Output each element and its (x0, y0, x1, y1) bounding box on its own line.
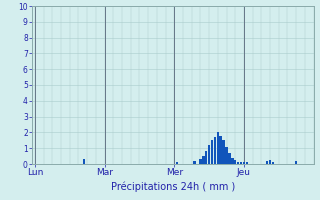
Bar (269, 160, 271, 164)
Bar (222, 140, 225, 164)
Bar (231, 158, 234, 164)
Bar (240, 162, 242, 164)
Bar (214, 137, 216, 164)
Bar (245, 162, 248, 164)
Bar (272, 162, 274, 164)
Bar (208, 145, 210, 164)
Bar (199, 159, 202, 164)
Bar (266, 161, 268, 164)
Bar (211, 140, 213, 164)
Bar (220, 136, 222, 164)
X-axis label: Précipitations 24h ( mm ): Précipitations 24h ( mm ) (111, 181, 235, 192)
Bar (228, 153, 231, 164)
Bar (243, 162, 245, 164)
Bar (176, 162, 178, 164)
Bar (234, 160, 236, 164)
Bar (202, 156, 204, 164)
Bar (83, 159, 85, 164)
Bar (217, 132, 219, 164)
Bar (295, 161, 297, 164)
Bar (205, 151, 207, 164)
Bar (193, 161, 196, 164)
Bar (225, 147, 228, 164)
Bar (237, 162, 239, 164)
